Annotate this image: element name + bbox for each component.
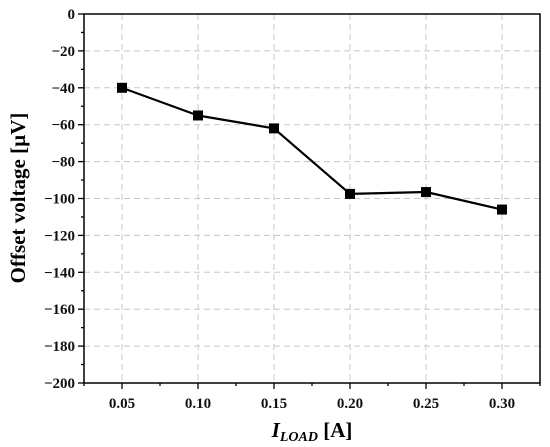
y-tick-label: −100 bbox=[44, 192, 75, 208]
y-tick-label: −160 bbox=[44, 302, 75, 318]
data-point-marker bbox=[193, 110, 203, 121]
plot-frame bbox=[83, 13, 541, 384]
x-tick-label: 0.05 bbox=[109, 396, 135, 412]
y-tick-labels: 0 −20 −40 −60 −80 −100 −120 −140 −160 −180 −200 bbox=[44, 7, 75, 392]
x-axis-title-unit: [A] bbox=[318, 418, 352, 442]
grid-lines bbox=[84, 14, 540, 383]
y-tick-label: 0 bbox=[68, 7, 76, 23]
y-tick-label: −80 bbox=[51, 155, 75, 171]
x-axis-title-subscript: LOAD bbox=[279, 430, 318, 445]
tick-marks bbox=[78, 13, 541, 389]
x-tick-label: 0.25 bbox=[413, 396, 439, 412]
x-tick-label: 0.30 bbox=[489, 396, 515, 412]
y-axis-title: Offset voltage [µV] bbox=[6, 113, 30, 284]
data-point-marker bbox=[345, 188, 355, 199]
x-axis-title-symbol: I bbox=[271, 418, 281, 442]
series-layer bbox=[117, 82, 507, 215]
y-tick-label: −20 bbox=[51, 44, 75, 60]
axes bbox=[83, 13, 541, 384]
y-tick-label: −40 bbox=[51, 81, 75, 97]
x-axis-title: ILOAD [A] bbox=[271, 418, 353, 445]
y-tick-label: −120 bbox=[44, 228, 75, 244]
y-tick-label: −60 bbox=[51, 118, 75, 134]
x-tick-label: 0.15 bbox=[261, 396, 287, 412]
x-tick-labels: 0.05 0.10 0.15 0.20 0.25 0.30 bbox=[109, 396, 515, 412]
x-tick-label: 0.10 bbox=[185, 396, 211, 412]
data-point-marker bbox=[117, 82, 127, 93]
y-tick-label: −180 bbox=[44, 339, 75, 355]
y-tick-label: −140 bbox=[44, 265, 75, 281]
data-point-marker bbox=[421, 187, 431, 198]
data-point-marker bbox=[497, 204, 507, 215]
y-tick-label: −200 bbox=[44, 376, 75, 392]
data-point-marker bbox=[269, 123, 279, 134]
series-line bbox=[121, 86, 503, 211]
x-tick-label: 0.20 bbox=[337, 396, 363, 412]
